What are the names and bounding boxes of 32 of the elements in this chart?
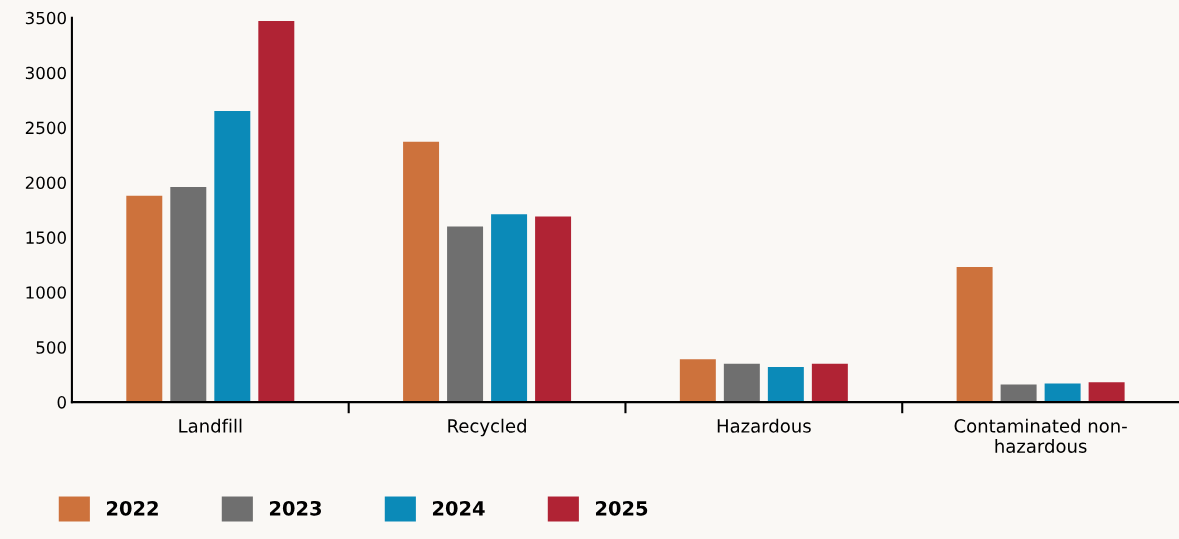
bar — [767, 366, 804, 403]
y-tick-label: 3500 — [25, 11, 66, 25]
legend-label: 2022 — [106, 500, 158, 516]
bar — [811, 363, 848, 403]
x-tick-label: Recycled — [448, 418, 526, 437]
bar — [258, 21, 295, 403]
bar — [535, 216, 572, 403]
legend-label: 2023 — [269, 500, 322, 516]
legend-label: 2025 — [595, 500, 648, 516]
bar — [1088, 382, 1125, 403]
y-tick-label: 3000 — [25, 66, 66, 80]
bar — [1044, 383, 1081, 403]
x-tick-label: Contaminated non- hazardous — [954, 418, 1127, 453]
y-tick-label: 1000 — [26, 286, 66, 299]
y-tick-label: 1500 — [26, 231, 66, 244]
bar — [447, 226, 484, 403]
legend-label: 2024 — [432, 500, 485, 516]
bar — [403, 141, 440, 403]
x-tick-label: Landfill — [179, 418, 242, 433]
y-tick-label: 2500 — [25, 121, 66, 135]
y-tick-label: 2000 — [25, 176, 66, 190]
bar — [491, 214, 528, 403]
bar — [1000, 384, 1037, 403]
y-tick-label: 0 — [57, 396, 66, 409]
bar — [679, 359, 716, 403]
bar — [126, 195, 163, 403]
bar — [214, 111, 251, 403]
bar — [723, 363, 760, 403]
bar — [956, 267, 993, 403]
y-tick-label: 500 — [36, 341, 66, 354]
bar — [170, 186, 207, 403]
x-tick-label: Hazardous — [717, 418, 811, 433]
